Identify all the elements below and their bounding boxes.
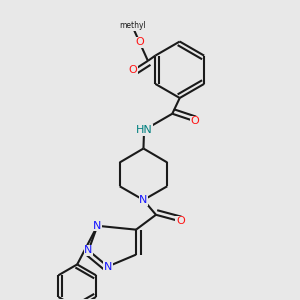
Text: O: O [129, 65, 137, 75]
Text: O: O [190, 116, 199, 126]
Text: HN: HN [136, 125, 152, 135]
Text: methyl: methyl [119, 21, 146, 30]
Text: O: O [176, 216, 185, 226]
Text: N: N [93, 221, 102, 231]
Text: N: N [103, 262, 112, 272]
Text: O: O [135, 38, 144, 47]
Text: N: N [84, 245, 93, 256]
Text: N: N [139, 195, 148, 205]
